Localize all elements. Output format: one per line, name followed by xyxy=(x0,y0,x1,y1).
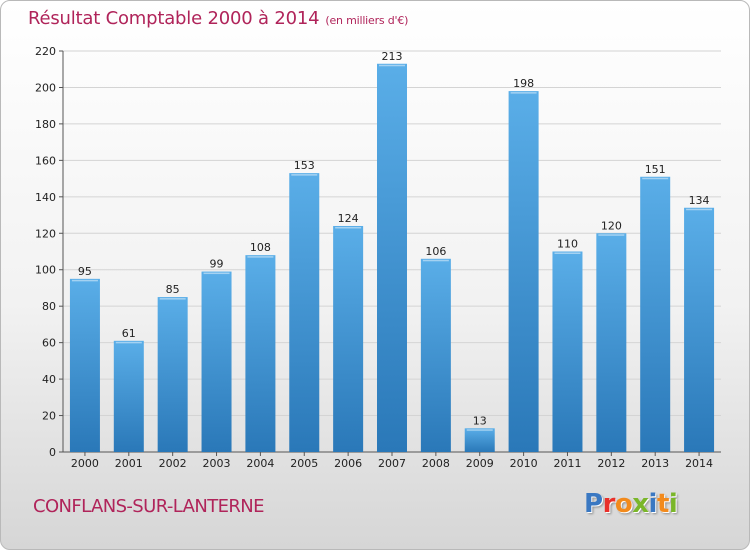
bar-highlight xyxy=(247,256,274,258)
bar-highlight xyxy=(291,174,318,176)
bar-2012 xyxy=(596,233,627,452)
y-tick-label: 160 xyxy=(35,154,56,167)
y-tick-label: 80 xyxy=(42,300,56,313)
data-label-2008: 106 xyxy=(425,245,446,258)
data-label-2006: 124 xyxy=(338,212,359,225)
x-tick-label-2003: 2003 xyxy=(203,457,231,470)
data-label-2013: 151 xyxy=(645,163,666,176)
x-tick-label-2002: 2002 xyxy=(159,457,187,470)
commune-name: CONFLANS-SUR-LANTERNE xyxy=(33,496,265,517)
bar-2002 xyxy=(157,297,188,452)
logo-letter: r xyxy=(602,489,616,519)
bar-highlight xyxy=(159,298,186,300)
bar-highlight xyxy=(71,279,98,282)
data-label-2002: 85 xyxy=(166,283,180,296)
x-tick-label-2010: 2010 xyxy=(510,457,538,470)
bar-2005 xyxy=(289,173,320,452)
bar-highlight xyxy=(466,429,493,431)
bar-highlight xyxy=(642,177,669,180)
y-tick-label: 200 xyxy=(35,81,56,94)
data-label-2004: 108 xyxy=(250,241,271,254)
chart-title: Résultat Comptable 2000 à 2014 (en millie… xyxy=(28,8,408,29)
bar-2009 xyxy=(464,428,495,452)
bar-2003 xyxy=(201,271,232,452)
bars xyxy=(69,63,715,452)
bar-highlight xyxy=(554,252,581,254)
data-label-2007: 213 xyxy=(382,50,403,63)
y-tick-label: 100 xyxy=(35,264,56,277)
logo-letter: o xyxy=(614,489,633,519)
logo-letter: i xyxy=(648,489,658,519)
data-label-2003: 99 xyxy=(210,258,224,271)
y-tick-label: 180 xyxy=(35,118,56,131)
bar-highlight xyxy=(335,226,362,229)
x-tick-label-2007: 2007 xyxy=(378,457,406,470)
data-label-2000: 95 xyxy=(78,265,92,278)
data-label-2010: 198 xyxy=(513,77,534,90)
y-tick-label: 20 xyxy=(42,410,56,423)
chart-title-text: Résultat Comptable 2000 à 2014 xyxy=(28,8,320,29)
bar-2007 xyxy=(377,63,407,452)
x-tick-label-2001: 2001 xyxy=(115,457,143,470)
x-tick-label-2000: 2000 xyxy=(71,457,99,470)
logo-letter: P xyxy=(584,489,603,519)
bar-2001 xyxy=(113,340,144,452)
bar-highlight xyxy=(379,64,405,67)
x-tick-label-2004: 2004 xyxy=(246,457,274,470)
data-label-2009: 13 xyxy=(473,414,487,427)
bar-highlight xyxy=(510,92,537,94)
y-tick-label: 120 xyxy=(35,227,56,240)
chart-subtitle: (en milliers d'€) xyxy=(325,14,409,27)
bar-highlight xyxy=(203,272,230,275)
x-tick-label-2014: 2014 xyxy=(685,457,713,470)
x-tick-label-2012: 2012 xyxy=(597,457,625,470)
data-label-2012: 120 xyxy=(601,219,622,232)
data-label-2011: 110 xyxy=(557,238,578,251)
bar-highlight xyxy=(598,234,625,236)
x-tick-label-2008: 2008 xyxy=(422,457,450,470)
x-tick-label-2009: 2009 xyxy=(466,457,494,470)
logo-letter: t xyxy=(656,489,669,519)
bar-2013 xyxy=(640,176,671,452)
x-tick-label-2005: 2005 xyxy=(290,457,318,470)
proxiti-logo: Proxiti xyxy=(584,489,678,519)
data-label-2001: 61 xyxy=(122,327,136,340)
bar-2006 xyxy=(333,225,364,452)
data-label-2005: 153 xyxy=(294,159,315,172)
bar-2014 xyxy=(684,207,715,452)
data-label-2014: 134 xyxy=(689,194,710,207)
bar-2000 xyxy=(69,278,100,452)
bar-2011 xyxy=(552,251,583,452)
y-tick-label: 0 xyxy=(49,446,56,459)
x-tick-label-2011: 2011 xyxy=(553,457,581,470)
bar-2010 xyxy=(508,91,539,452)
y-tick-label: 60 xyxy=(42,337,56,350)
y-tick-label: 40 xyxy=(42,373,56,386)
bar-highlight xyxy=(115,341,142,344)
y-tick-label: 220 xyxy=(35,45,56,58)
x-tick-label-2006: 2006 xyxy=(334,457,362,470)
bar-2004 xyxy=(245,255,276,452)
bar-highlight xyxy=(686,208,713,211)
bar-highlight xyxy=(422,259,449,262)
y-tick-label: 140 xyxy=(35,191,56,204)
logo-letter: x xyxy=(632,489,649,519)
x-tick-label-2013: 2013 xyxy=(641,457,669,470)
logo-letter: i xyxy=(668,489,678,519)
bar-2008 xyxy=(420,258,451,452)
data-labels: 95 61 85 99 108 153 124 213 106 13 198 110 120 151 134 xyxy=(78,50,710,428)
